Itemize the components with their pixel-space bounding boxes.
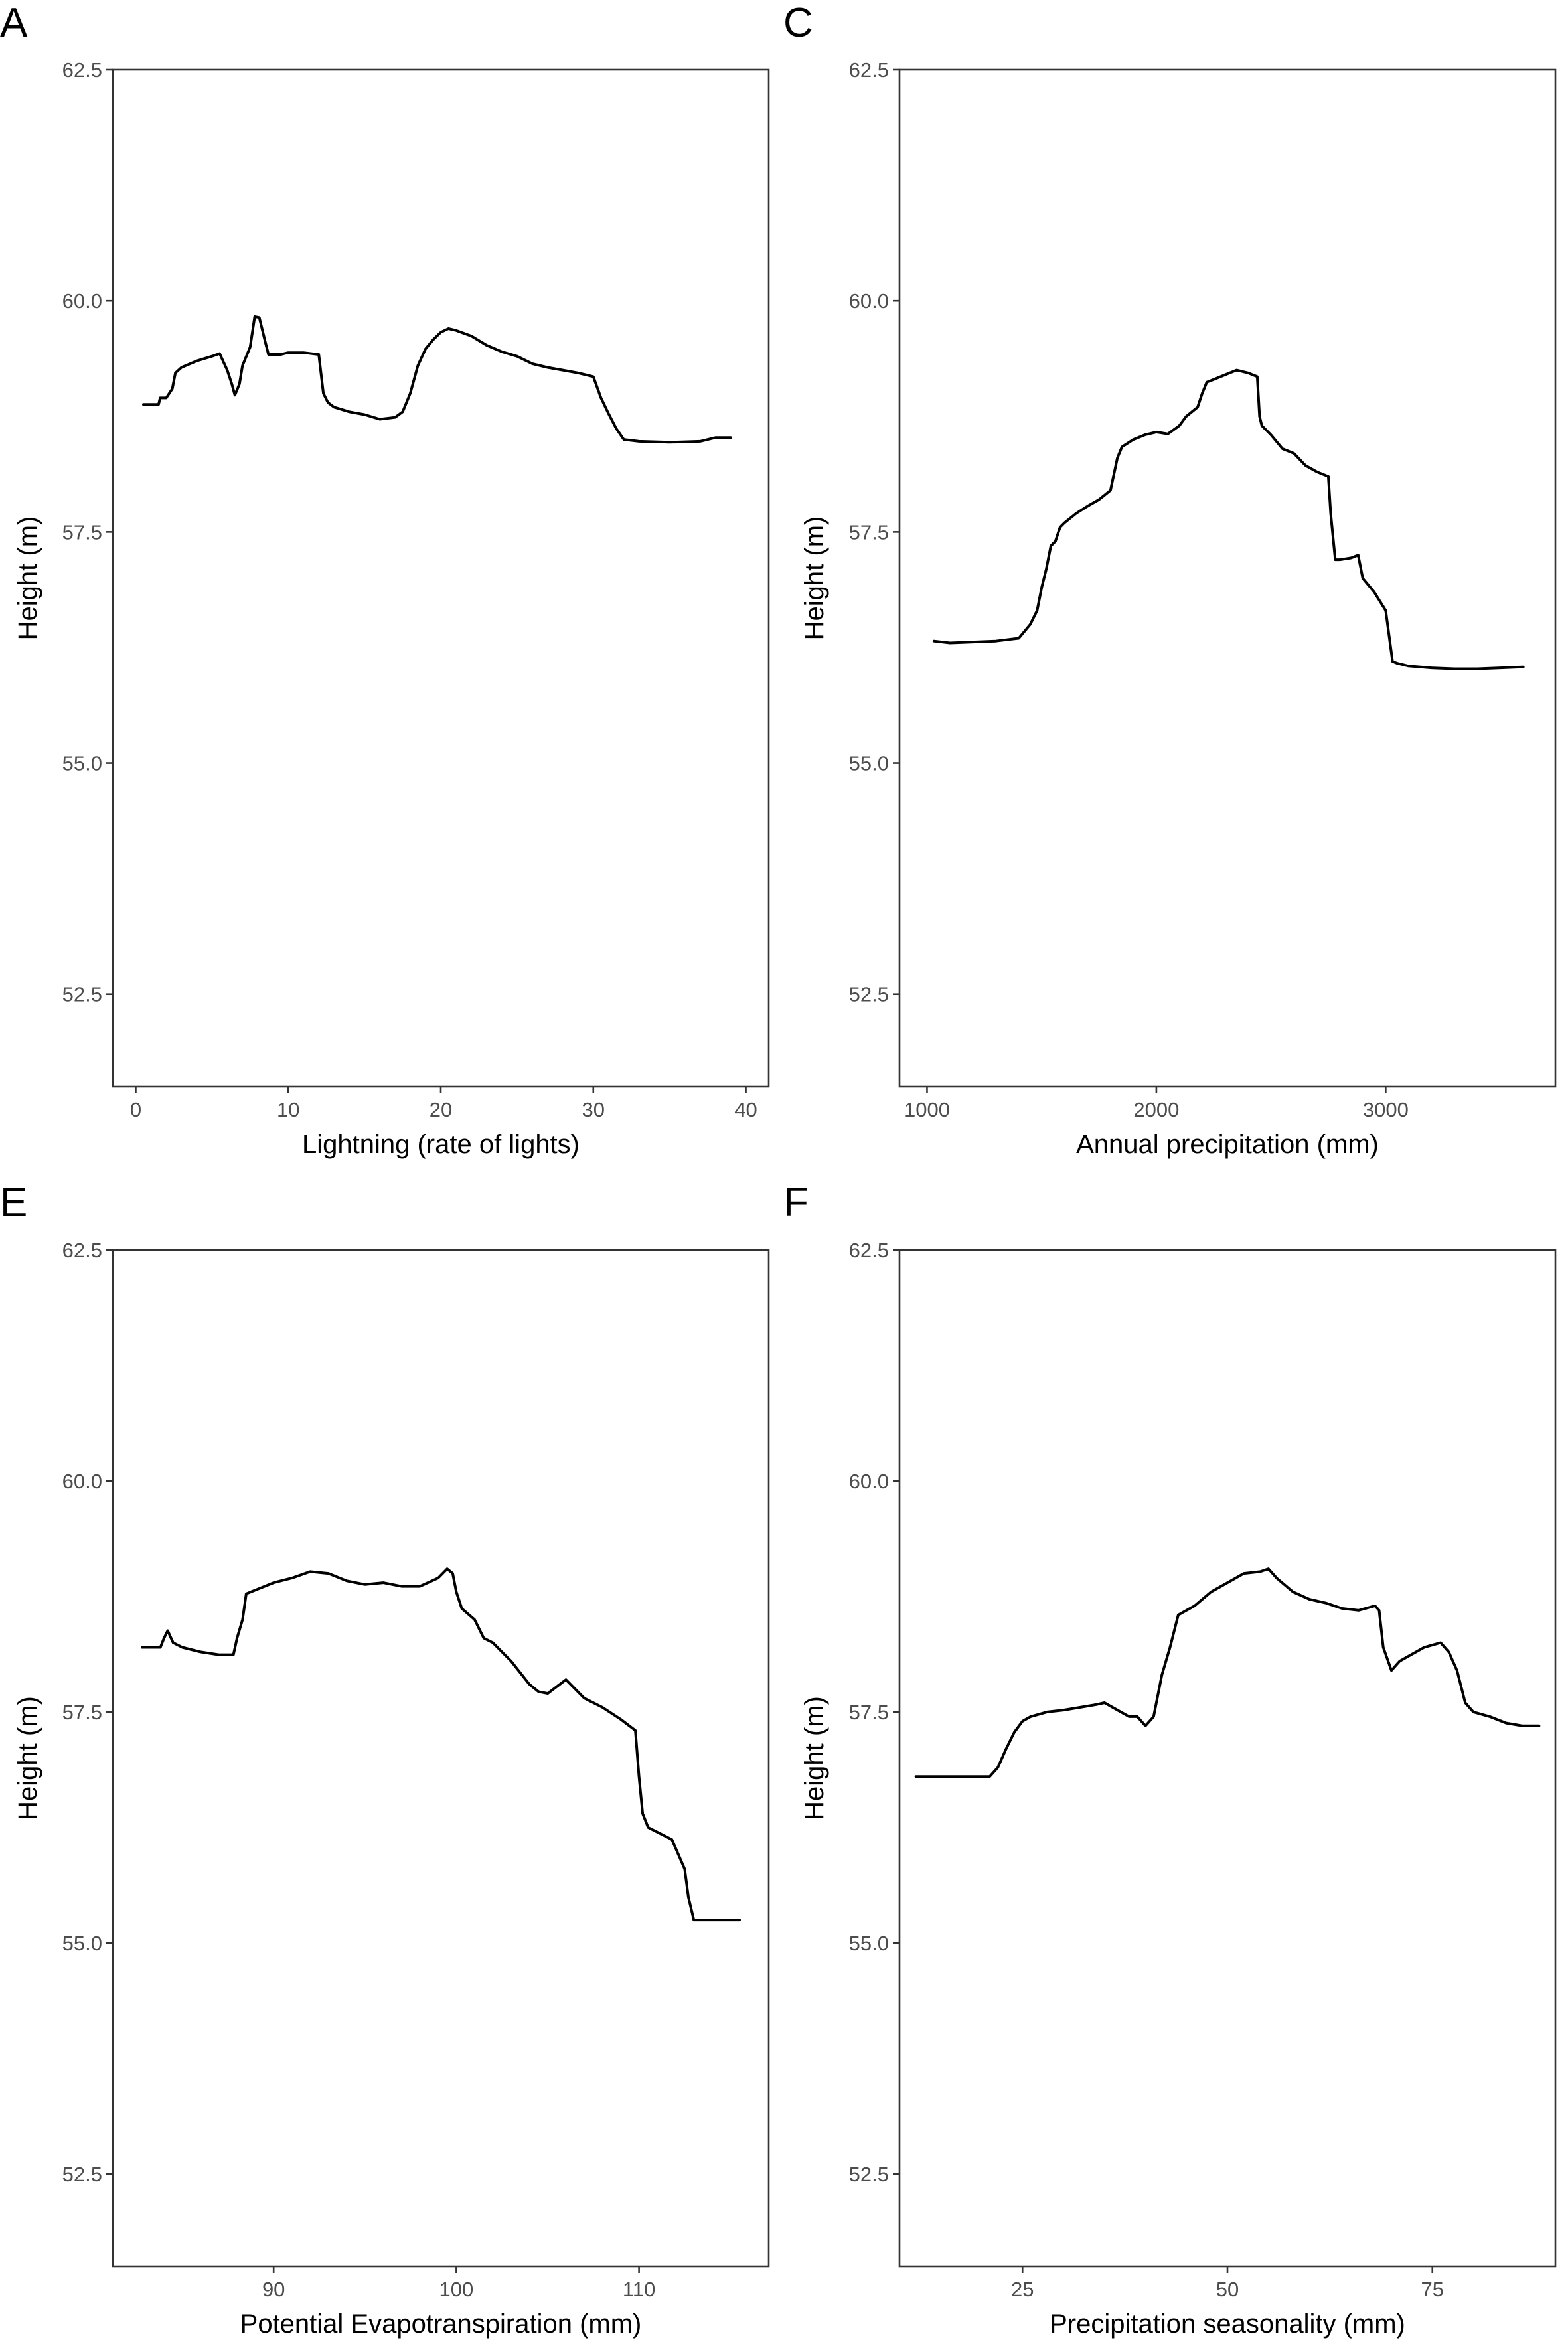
series-line — [914, 1567, 1541, 1778]
panel-a: A 52.5 55.0 57.5 60.0 62.5 0 10 20 30 40 Lightning … — [0, 0, 770, 1159]
y-tick-label: 60.0 — [62, 289, 102, 313]
y-tick-label: 62.5 — [849, 1239, 889, 1262]
x-tick-label: 110 — [623, 2278, 655, 2301]
y-tick-label: 60.0 — [849, 1470, 889, 1493]
x-tick-label: 2000 — [1133, 1098, 1179, 1121]
series-line — [141, 1567, 741, 1922]
y-tick-label: 62.5 — [62, 1239, 102, 1262]
panel-letter: F — [783, 1180, 809, 1225]
y-tick-label: 62.5 — [62, 58, 102, 82]
y-tick-label: 55.0 — [849, 1932, 889, 1955]
y-tick-label: 52.5 — [849, 983, 889, 1006]
y-tick-label: 55.0 — [62, 752, 102, 775]
x-tick-label: 90 — [262, 2278, 285, 2301]
y-tick-label: 52.5 — [62, 983, 102, 1006]
y-tick-label: 55.0 — [62, 1932, 102, 1955]
x-tick-label: 20 — [430, 1098, 452, 1121]
panel-letter: E — [0, 1180, 27, 1225]
panel-letter: C — [783, 0, 813, 46]
y-tick-label: 55.0 — [849, 752, 889, 775]
y-tick-label: 57.5 — [62, 1701, 102, 1724]
x-tick-label: 1000 — [904, 1098, 950, 1121]
x-tick-label: 50 — [1216, 2278, 1239, 2301]
x-axis-title: Lightning (rate of lights) — [302, 1130, 580, 1159]
y-tick-label: 60.0 — [62, 1470, 102, 1493]
plot-frame — [112, 1249, 770, 2268]
y-axis-title: Height (m) — [800, 1696, 829, 1820]
series-line — [142, 315, 732, 444]
x-tick-label: 3000 — [1363, 1098, 1409, 1121]
x-tick-label: 0 — [130, 1098, 141, 1121]
x-tick-label: 10 — [277, 1098, 299, 1121]
y-axis-title: Height (m) — [13, 1696, 42, 1820]
x-tick-label: 40 — [734, 1098, 757, 1121]
x-tick-label: 25 — [1011, 2278, 1034, 2301]
x-axis-title: Precipitation seasonality (mm) — [1050, 2310, 1405, 2339]
y-tick-label: 62.5 — [849, 58, 889, 82]
y-tick-label: 60.0 — [849, 289, 889, 313]
panel-e: E 52.5 55.0 57.5 60.0 62.5 90 100 110 Potential E… — [0, 1180, 770, 2339]
y-tick-label: 57.5 — [849, 520, 889, 544]
x-axis-title: Annual precipitation (mm) — [1076, 1130, 1379, 1159]
panel-f: F 52.5 55.0 57.5 60.0 62.5 25 50 75 Precipitation… — [783, 1180, 1557, 2339]
x-tick-label: 30 — [582, 1098, 605, 1121]
y-axis-title: Height (m) — [13, 516, 42, 641]
panel-letter: A — [0, 0, 28, 46]
x-tick-label: 100 — [439, 2278, 474, 2301]
plot-frame — [898, 68, 1557, 1088]
y-tick-label: 57.5 — [849, 1701, 889, 1724]
series-line — [932, 368, 1525, 670]
y-tick-label: 52.5 — [62, 2163, 102, 2186]
x-axis-title: Potential Evapotranspiration (mm) — [240, 2310, 642, 2339]
y-tick-label: 52.5 — [849, 2163, 889, 2186]
y-tick-label: 57.5 — [62, 520, 102, 544]
x-tick-label: 75 — [1421, 2278, 1444, 2301]
y-axis-title: Height (m) — [800, 516, 829, 641]
panel-c: C 52.5 55.0 57.5 60.0 62.5 1000 2000 3000 Annual … — [783, 0, 1557, 1159]
